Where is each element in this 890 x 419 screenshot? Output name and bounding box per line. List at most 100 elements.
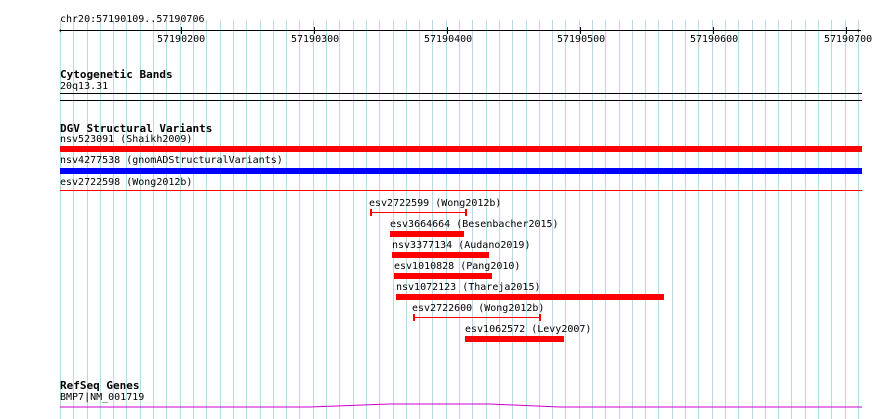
variant-end-cap (370, 209, 372, 216)
gene-label[interactable]: BMP7|NM_001719 (60, 392, 145, 403)
variant-label[interactable]: esv2722600 (Wong2012b) (412, 303, 545, 314)
variant-bar-loss-thin[interactable] (60, 190, 862, 191)
variant-bar-loss[interactable] (390, 231, 464, 237)
grid-line (472, 20, 473, 419)
grid-line (193, 20, 194, 419)
grid-line (73, 20, 74, 419)
grid-line (552, 20, 553, 419)
ruler-tick (314, 27, 315, 34)
grid-line (565, 20, 566, 419)
grid-line (126, 20, 127, 419)
refseq-track-title[interactable]: RefSeq Genes (60, 379, 140, 392)
grid-line (685, 20, 686, 419)
grid-line (220, 20, 221, 419)
grid-line (512, 20, 513, 419)
ruler-tick (447, 27, 448, 34)
grid-line (658, 20, 659, 419)
grid-line (778, 20, 779, 419)
ruler-tick (846, 27, 847, 34)
grid-line (765, 20, 766, 419)
cytoband-band[interactable] (60, 93, 862, 94)
variant-bar-gain[interactable] (60, 168, 862, 174)
ruler-tick-label: 57190600 (690, 34, 739, 45)
gene-model[interactable] (60, 400, 862, 412)
grid-line (486, 20, 487, 419)
variant-bar-loss[interactable] (392, 252, 489, 258)
ruler-tick-label: 57190400 (424, 34, 473, 45)
grid-line (339, 20, 340, 419)
cytoband-label[interactable]: 20q13.31 (60, 81, 109, 92)
grid-line (632, 20, 633, 419)
variant-label[interactable]: esv2722599 (Wong2012b) (369, 198, 502, 209)
variant-label[interactable]: nsv3377134 (Audano2019) (392, 240, 531, 251)
variant-end-cap (465, 209, 467, 216)
grid-line (140, 20, 141, 419)
variant-label[interactable]: esv3664664 (Besenbacher2015) (390, 219, 559, 230)
grid-line (526, 20, 527, 419)
grid-line (326, 20, 327, 419)
grid-line (393, 20, 394, 419)
grid-line (605, 20, 606, 419)
grid-line (858, 20, 859, 419)
grid-line (725, 20, 726, 419)
scroll-right-icon[interactable]: › (856, 26, 861, 35)
grid-line (206, 20, 207, 419)
variant-label[interactable]: nsv1072123 (Thareja2015) (396, 282, 541, 293)
variant-bar-loss-thin[interactable] (371, 212, 467, 213)
coordinate-label: chr20:57190109..57190706 (60, 14, 205, 25)
cytoband-track-title[interactable]: Cytogenetic Bands (60, 68, 173, 81)
grid-line (60, 20, 61, 419)
grid-line (459, 20, 460, 419)
grid-line (180, 20, 181, 419)
variant-bar-loss-thin[interactable] (414, 317, 540, 318)
ruler-tick (181, 27, 182, 34)
grid-line (619, 20, 620, 419)
grid-line (738, 20, 739, 419)
dgv-track-title[interactable]: DGV Structural Variants (60, 122, 213, 135)
variant-bar-loss[interactable] (394, 273, 492, 279)
grid-line (233, 20, 234, 419)
grid-line (100, 20, 101, 419)
variant-label[interactable]: esv1010828 (Pang2010) (394, 261, 521, 272)
scroll-left-icon[interactable]: ‹ (58, 26, 63, 35)
ruler-tick-label: 57190500 (557, 34, 606, 45)
grid-line (299, 20, 300, 419)
variant-label[interactable]: nsv4277538 (gnomADStructuralVariants) (60, 155, 283, 166)
grid-line (419, 20, 420, 419)
grid-line (672, 20, 673, 419)
grid-line (286, 20, 287, 419)
grid-line (712, 20, 713, 419)
ruler-tick-label: 57190200 (157, 34, 206, 45)
grid-line (539, 20, 540, 419)
grid-line (645, 20, 646, 419)
grid-line (805, 20, 806, 419)
variant-label[interactable]: esv1062572 (Levy2007) (465, 324, 592, 335)
grid-line (432, 20, 433, 419)
grid-line (831, 20, 832, 419)
ruler-tick-label: 57190300 (291, 34, 340, 45)
grid-line (246, 20, 247, 419)
grid-line (260, 20, 261, 419)
ruler-tick (713, 27, 714, 34)
grid-line (353, 20, 354, 419)
grid-line (153, 20, 154, 419)
grid-line (366, 20, 367, 419)
variant-end-cap (539, 314, 541, 321)
variant-label[interactable]: nsv523091 (Shaikh2009) (60, 134, 193, 145)
grid-line (273, 20, 274, 419)
grid-line (818, 20, 819, 419)
grid-line (166, 20, 167, 419)
variant-label[interactable]: esv2722598 (Wong2012b) (60, 177, 193, 188)
variant-end-cap (413, 314, 415, 321)
track-separator (60, 100, 862, 101)
grid-line (406, 20, 407, 419)
grid-line (87, 20, 88, 419)
grid-line (499, 20, 500, 419)
variant-bar-loss[interactable] (60, 146, 862, 152)
grid-line (113, 20, 114, 419)
grid-line (752, 20, 753, 419)
grid-line (698, 20, 699, 419)
variant-bar-loss[interactable] (465, 336, 564, 342)
variant-bar-loss[interactable] (396, 294, 664, 300)
